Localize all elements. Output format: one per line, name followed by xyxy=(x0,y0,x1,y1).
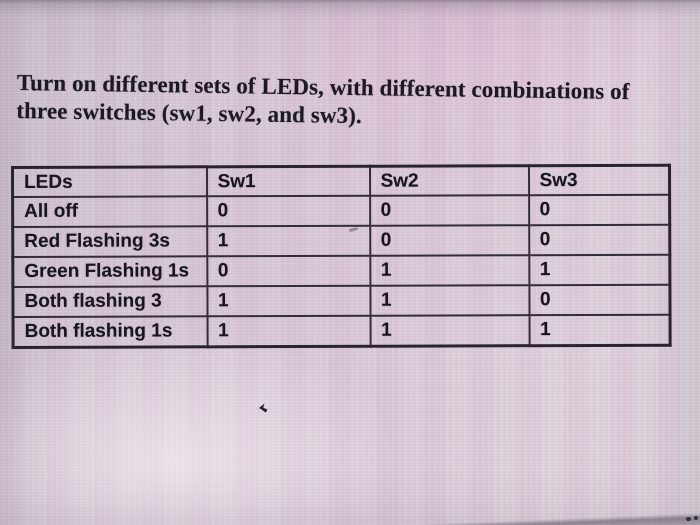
table-row: Green Flashing 1s 0 1 1 xyxy=(12,254,670,287)
table-row: Both flashing 1s 1 1 1 xyxy=(13,314,671,348)
led-state-cell: Both flashing 1s xyxy=(13,316,208,348)
switch-value-cell: 1 xyxy=(369,285,530,316)
switch-value-cell: 0 xyxy=(206,195,370,227)
column-header-leds: LEDs xyxy=(12,166,207,197)
mouse-cursor-icon xyxy=(259,403,268,413)
switch-value-cell: 1 xyxy=(370,315,530,347)
table-row: All off 0 0 0 xyxy=(12,194,670,227)
screen-edge-shadow xyxy=(424,501,700,525)
switch-value-cell: 1 xyxy=(528,254,670,286)
switch-value-cell: 0 xyxy=(528,194,670,226)
switch-value-cell: 0 xyxy=(528,284,671,316)
switch-value-cell: 0 xyxy=(528,224,670,256)
switch-value-cell: 1 xyxy=(369,255,529,286)
switch-value-cell: 1 xyxy=(206,225,370,257)
switch-value-cell: 1 xyxy=(206,285,371,317)
page-title: Turn on different sets of LEDs, with dif… xyxy=(16,69,667,135)
led-state-cell: Green Flashing 1s xyxy=(12,256,207,287)
switch-value-cell: 0 xyxy=(369,225,529,256)
switch-value-cell: 0 xyxy=(206,255,370,287)
column-header-sw2: Sw2 xyxy=(369,165,529,196)
led-state-cell: All off xyxy=(12,196,207,227)
column-header-sw3: Sw3 xyxy=(528,165,670,196)
switch-value-cell: 0 xyxy=(369,195,529,226)
dust-speck xyxy=(686,517,691,521)
led-switch-truth-table: LEDs Sw1 Sw2 Sw3 All off 0 0 0 Red Flash… xyxy=(11,163,672,349)
table-row: Both flashing 3 1 1 0 xyxy=(12,284,671,317)
table-row: Red Flashing 3s 1 0 0 xyxy=(12,224,670,257)
column-header-sw1: Sw1 xyxy=(206,166,370,197)
led-state-cell: Red Flashing 3s xyxy=(12,226,207,257)
dust-speck xyxy=(694,516,698,520)
led-state-cell: Both flashing 3 xyxy=(12,286,208,317)
switch-value-cell: 1 xyxy=(207,315,371,347)
table-header-row: LEDs Sw1 Sw2 Sw3 xyxy=(12,165,670,197)
switch-value-cell: 1 xyxy=(529,314,671,346)
